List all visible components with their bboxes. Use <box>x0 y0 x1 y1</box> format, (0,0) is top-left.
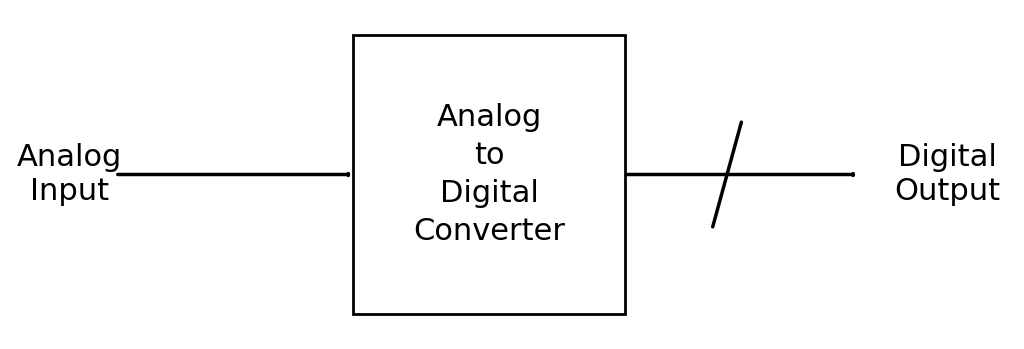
Text: Digital
Output: Digital Output <box>894 143 1000 206</box>
Text: Analog
to
Digital
Converter: Analog to Digital Converter <box>414 103 565 246</box>
Bar <box>353 35 625 314</box>
Text: Analog
Input: Analog Input <box>17 143 122 206</box>
